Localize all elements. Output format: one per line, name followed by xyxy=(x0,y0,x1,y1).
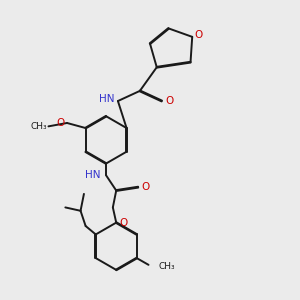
Text: O: O xyxy=(194,30,202,40)
Text: CH₃: CH₃ xyxy=(30,122,47,131)
Text: O: O xyxy=(165,96,173,106)
Text: O: O xyxy=(142,182,150,192)
Text: O: O xyxy=(57,118,65,128)
Text: O: O xyxy=(119,218,128,228)
Text: HN: HN xyxy=(85,170,100,180)
Text: HN: HN xyxy=(99,94,115,104)
Text: CH₃: CH₃ xyxy=(159,262,175,271)
